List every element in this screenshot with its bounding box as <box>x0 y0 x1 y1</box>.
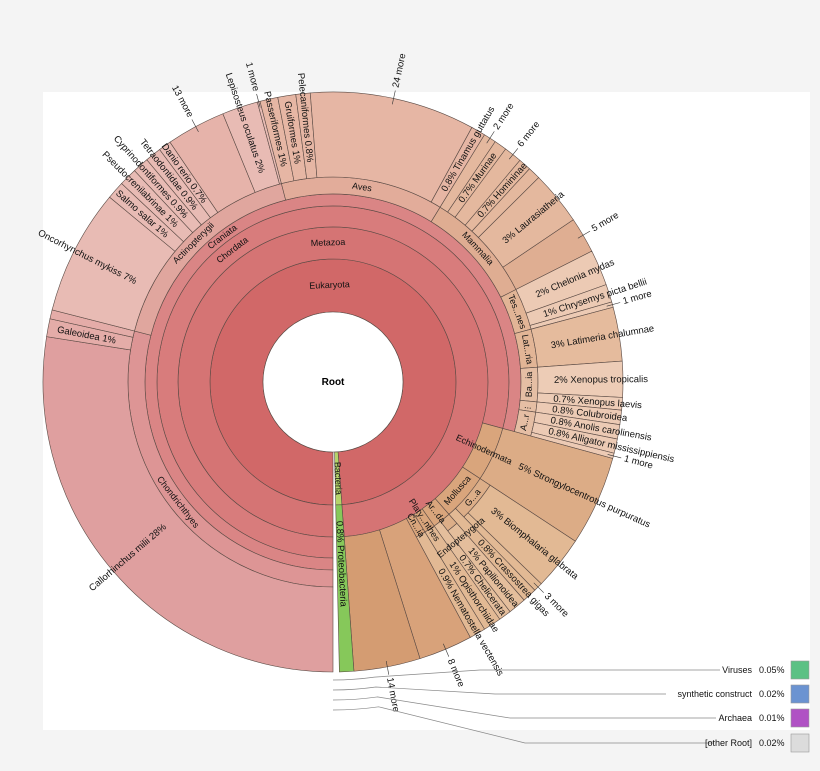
key-swatch-other-root[interactable] <box>790 733 810 753</box>
node-label-lat-ria: Lat...ria <box>520 334 535 365</box>
node-label-aves: Aves <box>351 181 373 194</box>
node-label-node: ... <box>524 400 533 411</box>
leaf-label-1-more: 1 more <box>243 61 261 92</box>
leaf-name: Xenopus laevis <box>575 395 643 411</box>
leaf-label-xenopus-laevis: 0.7% Xenopus laevis <box>553 393 643 411</box>
label-tick <box>533 582 544 593</box>
label-tick <box>191 119 199 133</box>
leaf-percent: 0.8% <box>334 521 346 544</box>
leaf-percent: 1% <box>275 149 289 168</box>
node-label-ba-ia: Ba...ia <box>524 372 534 398</box>
leaf-name: Proteobacteria <box>335 542 349 608</box>
label-tick <box>606 302 621 307</box>
leaf-label-proteobacteria: 0.8% Proteobacteria <box>334 521 349 608</box>
leaf-percent: 2% <box>534 284 551 300</box>
leaf-percent: 0.8% <box>302 137 315 163</box>
key-label: Viruses <box>722 665 752 675</box>
key-connector <box>332 706 714 744</box>
label-tick <box>385 660 390 675</box>
label-tick <box>443 643 450 657</box>
key-label: Archaea <box>718 713 752 723</box>
leaf-percent: 0.8% <box>550 415 574 430</box>
root-node[interactable] <box>262 311 404 453</box>
key-connector <box>332 669 720 681</box>
key-swatch-archaea[interactable] <box>790 708 810 728</box>
leaf-percent: 0.8% <box>552 404 575 418</box>
leaf-label-xenopus-tropicalis: 2% Xenopus tropicalis <box>554 374 648 386</box>
node-label-metazoa: Metazoa <box>311 237 346 248</box>
label-tick <box>577 230 591 239</box>
key-connector <box>332 696 716 719</box>
root-label: Root <box>322 377 345 388</box>
label-tick <box>486 131 495 144</box>
key-label: synthetic construct <box>677 689 752 699</box>
label-tick <box>256 93 261 108</box>
leaf-name: Xenopus tropicalis <box>568 374 649 386</box>
key-percent: 0.02% <box>759 738 785 748</box>
key-connector <box>332 686 666 695</box>
leaf-percent: 1% <box>99 332 118 346</box>
wedge-proteobacteria[interactable] <box>335 504 355 673</box>
node-label-eukaryota: Eukaryota <box>309 279 350 290</box>
leaf-percent: 2% <box>554 374 568 385</box>
key-percent: 0.01% <box>759 713 785 723</box>
leaf-percent: 1% <box>290 147 304 165</box>
label-tick <box>392 90 396 105</box>
key-swatch-viruses[interactable] <box>790 660 810 680</box>
leaf-label-24-more: 24 more <box>391 52 409 88</box>
label-tick <box>508 148 519 160</box>
leaf-percent: 5% <box>517 461 535 477</box>
key-label: [other Root] <box>705 738 752 748</box>
key-swatch-synthetic-construct[interactable] <box>790 684 810 704</box>
leaf-percent: 1% <box>542 305 559 320</box>
leaf-percent: 3% <box>550 338 566 351</box>
leaf-percent: 2% <box>252 155 268 175</box>
label-tick <box>607 454 622 459</box>
key-percent: 0.05% <box>759 665 785 675</box>
node-label-bacteria: Bacteria <box>332 462 344 495</box>
leaf-percent: 0.7% <box>553 393 576 406</box>
key-percent: 0.02% <box>759 689 785 699</box>
wedge-callorhinchus-milii[interactable] <box>42 336 334 673</box>
leaf-percent: 0.8% <box>547 426 571 442</box>
node-label-a-r: A...r <box>518 413 531 431</box>
